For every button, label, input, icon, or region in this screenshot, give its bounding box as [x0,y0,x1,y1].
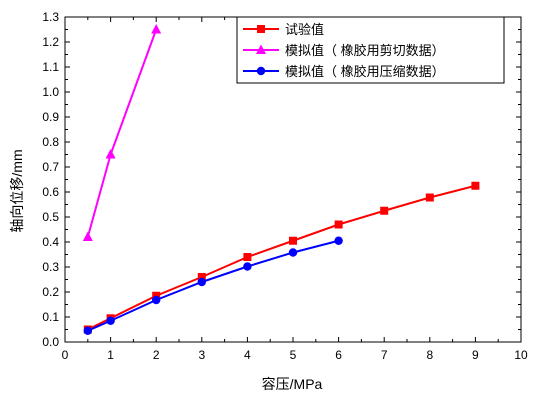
legend-label: 模拟值（ 橡胶用剪切数据） [285,43,445,58]
x-tick-label: 0 [62,348,69,362]
data-point [151,24,162,34]
y-tick-label: 0.4 [42,235,59,249]
x-tick-label: 9 [472,348,479,362]
data-point [425,193,434,202]
y-tick-label: 1.1 [42,60,59,74]
y-tick-label: 0.6 [42,185,59,199]
y-tick-label: 1.3 [42,10,59,24]
legend-marker [256,44,266,54]
y-tick-label: 1.0 [42,85,59,99]
y-tick-label: 1.2 [42,35,59,49]
x-tick-label: 3 [198,348,205,362]
y-tick-label: 0.3 [42,260,59,274]
data-point [243,253,252,261]
data-point [380,206,389,215]
y-axis-title: 轴向位移/mm [9,149,25,232]
x-tick-label: 6 [335,348,342,362]
series-line [86,29,158,238]
x-tick-label: 10 [514,348,528,362]
x-tick-label: 2 [153,348,160,362]
data-point [334,236,343,245]
data-point [289,236,297,245]
legend-item-1: 试验值 [243,22,324,37]
data-point [334,220,343,229]
series-2 [82,24,162,241]
data-point [82,231,93,241]
data-point [197,277,206,287]
data-point [152,291,161,300]
data-point [105,149,116,159]
x-tick-label: 8 [426,348,433,362]
series-line [87,239,339,332]
y-tick-label: 0.2 [42,285,59,299]
x-tick-label: 5 [290,348,297,362]
data-point [83,326,93,335]
data-point [471,181,480,190]
series-line [87,184,476,331]
legend-marker [256,66,266,76]
x-tick-label: 4 [244,348,251,362]
legend-item-3: 模拟值（ 橡胶用压缩数据） [243,64,445,79]
data-point [243,262,252,271]
legend-label: 模拟值（ 橡胶用压缩数据） [285,64,445,79]
y-tick-label: 0.7 [42,160,59,174]
series-1 [83,181,480,334]
x-tick-label: 1 [107,348,114,362]
x-axis-title: 容压/MPa [262,376,323,392]
data-point [106,316,115,325]
y-tick-label: 0.0 [42,335,59,349]
data-point [197,273,206,281]
series-3 [83,236,343,335]
x-tick-label: 7 [381,348,388,362]
y-tick-label: 0.8 [42,135,59,149]
data-point [152,295,161,305]
legend-marker [257,25,265,33]
legend-item-2: 模拟值（ 橡胶用剪切数据） [243,43,445,58]
y-tick-label: 0.5 [42,210,59,224]
legend-label: 试验值 [285,22,324,37]
legend-box [236,16,505,84]
y-tick-label: 0.9 [42,110,59,124]
data-point [288,248,298,257]
y-tick-label: 0.1 [42,310,59,324]
